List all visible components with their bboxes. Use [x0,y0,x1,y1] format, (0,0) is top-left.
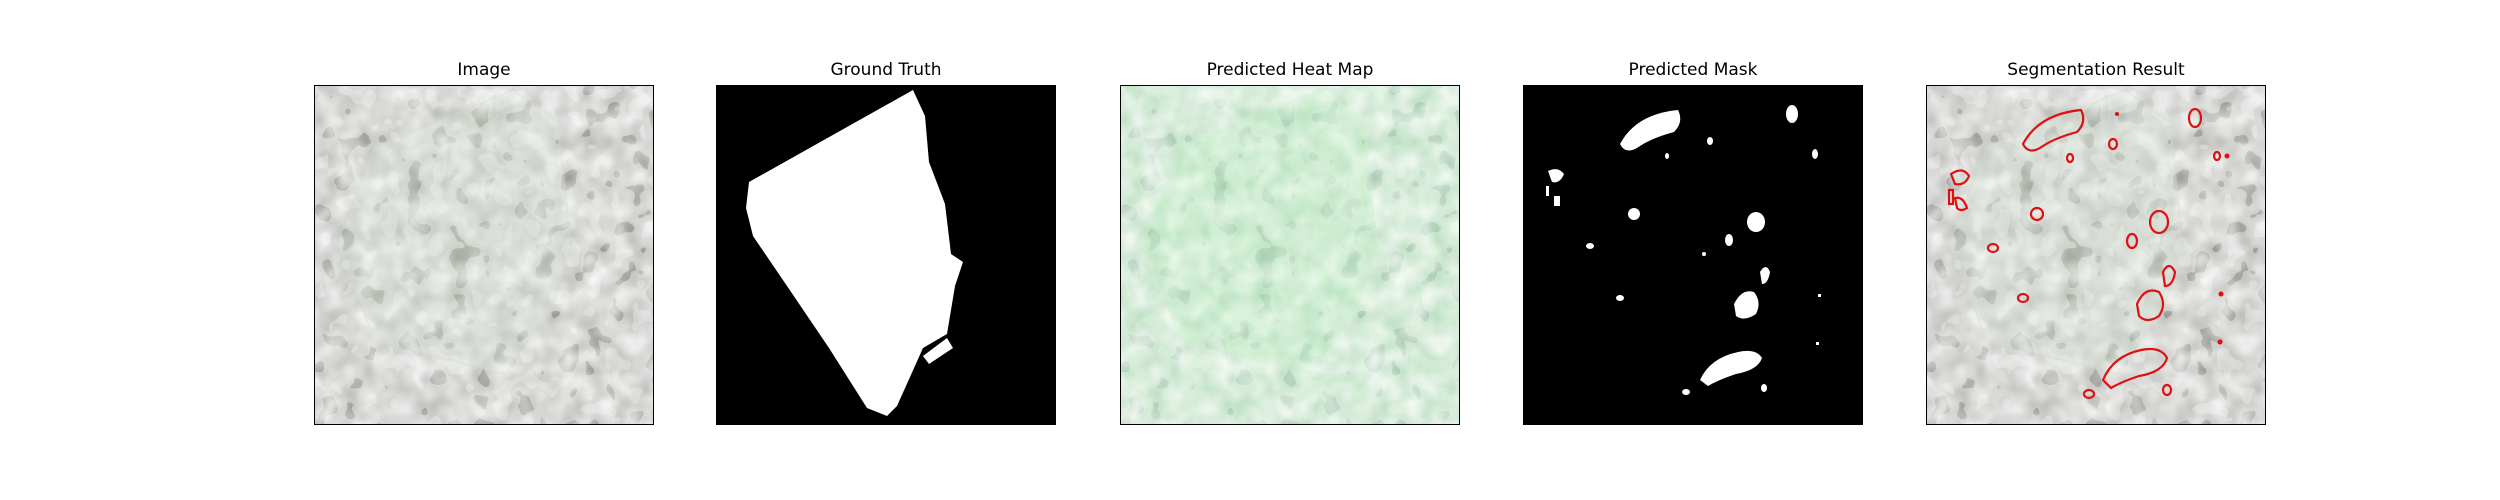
image-view [314,85,654,425]
blob [1546,186,1549,196]
blob [1786,105,1798,123]
blob [1628,208,1640,220]
ground-truth-region [746,90,963,416]
predicted-blobs [1546,105,1821,395]
blob [1734,291,1759,319]
blob [1620,110,1681,151]
heat-polygon [1142,89,1378,375]
translucent-polygon [1948,89,2184,375]
contour [2135,289,2165,322]
contour [2021,108,2085,152]
blob [1682,389,1690,395]
contour [2125,232,2139,250]
contour [1953,196,1969,212]
contour [2016,292,2030,304]
contour [2107,137,2119,151]
blob [1700,350,1762,386]
blob [1816,342,1819,345]
texture [1927,86,2265,424]
heat-map-view [1120,85,1460,425]
blob [1760,267,1770,284]
contour [2148,209,2170,235]
red-dots [2115,112,2230,345]
mask-background [1524,86,1862,424]
blob [1747,212,1765,232]
contour [2212,150,2222,162]
blob [1818,294,1821,297]
contour [2029,206,2045,222]
panel-title-ground-truth: Ground Truth [830,60,942,80]
green-texture [1121,86,1459,424]
blob [1548,169,1564,183]
panel-segmentation-result: Segmentation Result [1926,0,2266,500]
blob [1554,196,1560,206]
blob [1616,295,1624,301]
contour [2187,107,2203,129]
predicted-mask-view [1523,85,1863,425]
blob [1725,234,1733,246]
contour [2082,388,2096,400]
panel-title-heat-map: Predicted Heat Map [1206,60,1374,80]
panel-title-predicted-mask: Predicted Mask [1628,60,1758,80]
ground-truth-view [716,85,1056,425]
contour [2161,264,2177,288]
texture [315,86,653,424]
contour [2161,383,2173,397]
translucent-polygon [336,89,572,375]
image-content [315,86,653,424]
contour [2101,347,2169,390]
blob [1665,153,1669,159]
segmentation-result-view [1926,85,2266,425]
contour [1986,242,2000,254]
contour-dot [2217,339,2223,345]
contour [2065,152,2075,164]
blob [1812,149,1818,159]
contour-dot [2218,291,2224,297]
contour [1949,169,1971,186]
ground-truth-mask [717,86,1055,424]
panel-image: Image [314,0,654,500]
blob [1702,252,1706,256]
panel-title-image: Image [457,60,511,80]
contour [1947,188,1955,206]
contour-dot [2224,153,2230,159]
panel-title-segmentation-result: Segmentation Result [2007,60,2185,80]
heat-map-content [1121,86,1459,424]
panel-ground-truth: Ground Truth [716,0,1056,500]
blob [1761,384,1767,392]
panel-predicted-mask: Predicted Mask [1523,0,1863,500]
contour-dot [2115,112,2119,116]
segmentation-content [1927,86,2265,424]
predicted-mask [1524,86,1862,424]
ground-truth-fragment [923,338,953,364]
blob [1707,137,1713,145]
panel-heat-map: Predicted Heat Map [1120,0,1460,500]
red-contours [1947,107,2222,400]
blob [1586,243,1594,249]
